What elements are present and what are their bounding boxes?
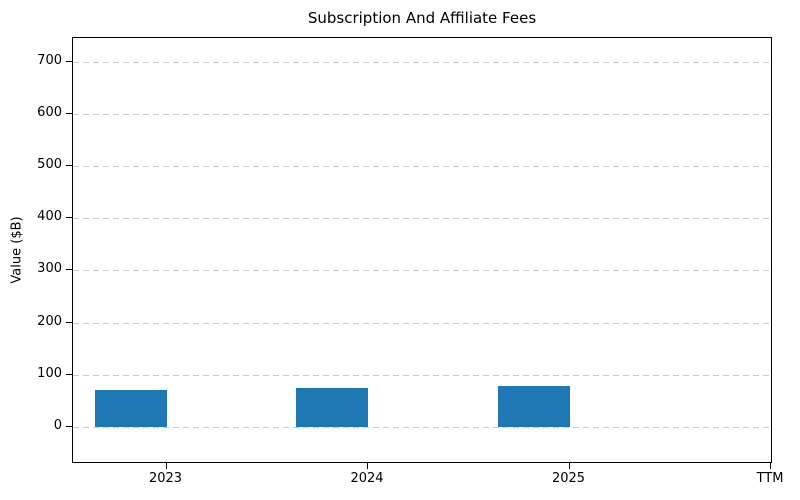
gridline-y-400 (73, 218, 771, 220)
y-tick-mark-200 (66, 321, 72, 323)
gridline-y-200 (73, 322, 771, 324)
x-tick-mark-2023 (165, 463, 167, 469)
plot-area (72, 37, 772, 463)
gridline-y-100 (73, 374, 771, 376)
y-tick-label-200: 200 (37, 313, 62, 329)
x-tick-label-2024: 2024 (350, 471, 384, 486)
x-tick-mark-TTM (770, 463, 771, 469)
x-tick-label-TTM: TTM (756, 471, 784, 486)
gridline-y-0 (73, 427, 771, 428)
y-tick-label-500: 500 (37, 157, 62, 172)
y-tick-label-400: 400 (37, 209, 62, 225)
y-tick-label-300: 300 (37, 261, 62, 277)
bar-2025 (497, 386, 570, 427)
y-tick-mark-700 (66, 60, 72, 62)
chart-title: Subscription And Affiliate Fees (307, 9, 537, 27)
y-tick-label-600: 600 (37, 104, 62, 120)
gridline-y-600 (73, 113, 771, 115)
y-tick-mark-0 (66, 426, 72, 427)
gridline-y-500 (73, 166, 771, 167)
y-tick-label-100: 100 (37, 365, 62, 381)
y-tick-mark-600 (66, 112, 72, 114)
x-tick-label-2023: 2023 (148, 471, 183, 486)
y-tick-label-700: 700 (37, 52, 62, 68)
x-tick-label-2025: 2025 (551, 471, 586, 486)
bar-2023 (94, 390, 167, 427)
y-tick-mark-100 (66, 373, 72, 375)
gridline-y-700 (73, 61, 771, 63)
y-tick-label-0: 0 (53, 418, 62, 433)
y-tick-mark-500 (66, 165, 72, 166)
x-tick-mark-2024 (367, 463, 368, 469)
bar-2024 (296, 387, 368, 427)
y-tick-mark-400 (66, 217, 72, 219)
x-tick-mark-2025 (568, 463, 570, 469)
y-tick-mark-300 (66, 269, 72, 271)
gridline-y-300 (73, 270, 771, 272)
